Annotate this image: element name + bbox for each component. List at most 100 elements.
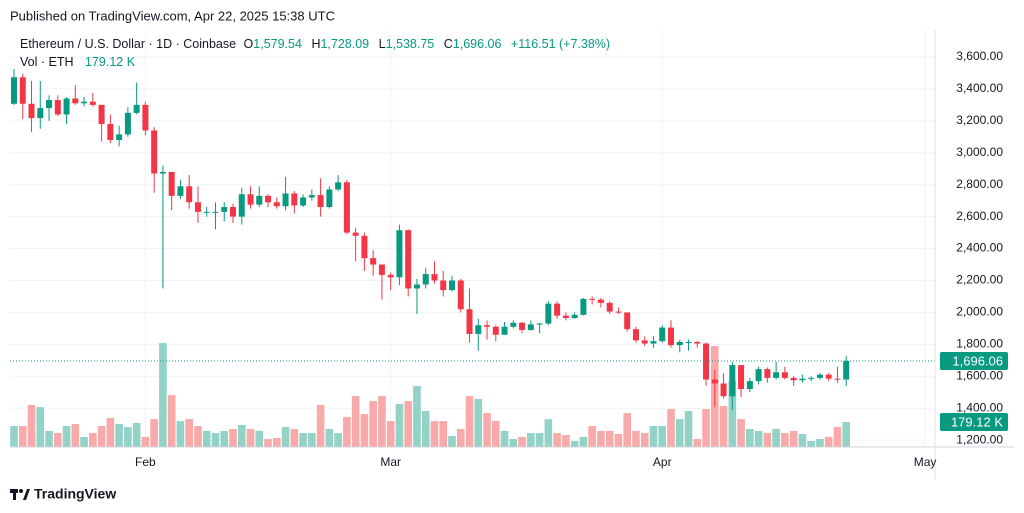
volume-bar: [343, 416, 351, 447]
volume-bar: [421, 410, 430, 447]
y-tick-label: 1,800.00: [956, 337, 1003, 351]
volume-badge-label: 179.12 K: [951, 414, 1003, 429]
candle-body: [194, 202, 201, 212]
volume-bar: [167, 395, 176, 447]
volume-bar: [842, 421, 850, 447]
candle-body: [107, 124, 114, 140]
candle-body: [247, 194, 254, 205]
candle-body: [615, 311, 622, 313]
volume-bar: [824, 436, 833, 447]
candle-body: [186, 186, 193, 203]
volume-bar: [194, 426, 202, 447]
y-tick-label: 2,400.00: [956, 241, 1003, 255]
volume-bar: [132, 422, 141, 447]
candle-body: [168, 171, 175, 196]
candle-body: [834, 378, 841, 380]
volume-bar: [325, 428, 334, 447]
volume-bar: [360, 414, 369, 447]
candle-body: [431, 274, 438, 281]
volume-bar: [62, 426, 71, 447]
volume-bar: [772, 428, 780, 447]
candle-body: [282, 193, 289, 207]
volume-bar: [465, 396, 474, 447]
volume-bar: [10, 426, 18, 447]
candle-body: [54, 100, 61, 115]
volume-bar: [833, 427, 842, 447]
candle-body: [457, 280, 464, 310]
candle-body: [405, 230, 412, 289]
volume-bar: [448, 435, 456, 447]
candle-body: [396, 230, 403, 278]
volume-bar: [281, 427, 290, 447]
candle-body: [466, 309, 473, 334]
candle-body: [19, 77, 26, 104]
candle-body: [703, 343, 710, 380]
volume-bar: [640, 433, 649, 447]
price-badge-label: 1,696.06: [952, 353, 1003, 368]
volume-bar: [334, 433, 342, 447]
volume-bar: [527, 433, 535, 447]
volume-name: Vol · ETH: [20, 55, 74, 69]
logo-icon: [19, 489, 23, 493]
candle-body: [335, 182, 342, 190]
candle-body: [685, 341, 692, 343]
volume-bar: [570, 440, 579, 447]
candle-body: [606, 302, 613, 312]
candle-body: [755, 369, 762, 382]
volume-bar: [456, 428, 465, 447]
volume-bar: [746, 428, 754, 447]
y-tick-label: 2,800.00: [956, 177, 1003, 191]
volume-bar: [290, 428, 299, 447]
volume-bar: [614, 434, 623, 447]
candle-body: [475, 325, 482, 334]
y-tick-label: 3,200.00: [956, 113, 1003, 127]
candle-body: [265, 195, 272, 203]
volume-value: 179.12 K: [85, 55, 136, 69]
candle-body: [352, 232, 359, 236]
candle-body: [449, 280, 455, 291]
volume-bar: [316, 404, 325, 447]
volume-bar: [623, 413, 631, 447]
candle-body: [413, 284, 420, 289]
volume-bar: [553, 433, 561, 447]
volume-bar: [255, 430, 264, 447]
candle-body: [116, 134, 123, 140]
candle-body: [650, 341, 657, 344]
candle-body: [501, 326, 508, 335]
candle-body: [536, 323, 543, 325]
volume-bar: [518, 436, 526, 447]
y-tick-label: 1,400.00: [956, 400, 1003, 414]
volume-bar: [667, 409, 675, 447]
candle-body: [562, 315, 569, 319]
candle-body: [545, 303, 552, 324]
candle-body: [124, 112, 131, 135]
plot: [10, 30, 935, 447]
volume-bar: [605, 430, 614, 447]
ohlc-prefix: O: [244, 37, 254, 51]
volume-bar: [702, 409, 710, 447]
volume-bar: [754, 430, 763, 447]
candle-body: [571, 314, 578, 319]
price-badge: [940, 351, 1008, 370]
candle-body: [694, 341, 701, 344]
ohlc-value: 1,696.06: [453, 37, 502, 51]
published-note: Published on TradingView.com, Apr 22, 20…: [10, 8, 335, 23]
volume-bar: [378, 396, 386, 447]
volume-badge: [940, 412, 1008, 431]
candle-body: [177, 186, 184, 196]
volume-bar: [474, 398, 483, 447]
y-tick-label: 1,200.00: [956, 432, 1003, 446]
candle-body: [764, 369, 771, 378]
candle-body: [668, 327, 674, 346]
volume-bar: [36, 407, 45, 447]
volume-bar: [781, 433, 789, 447]
candle-body: [98, 104, 105, 125]
legend-row: Ethereum / U.S. Dollar · 1D · Coinbase O…: [20, 37, 610, 51]
volume-bar: [211, 433, 220, 447]
volume-bar: [264, 439, 272, 447]
candle-body: [422, 274, 429, 285]
volume-bar: [176, 421, 185, 447]
candle-body: [230, 207, 236, 217]
candle-body: [326, 189, 333, 208]
